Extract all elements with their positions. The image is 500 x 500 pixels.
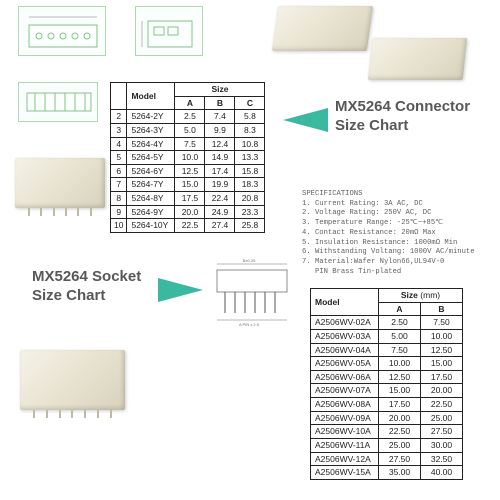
- table-row: 65264-6Y12.517.415.8: [111, 164, 265, 178]
- col-c: C: [235, 96, 265, 110]
- table-row: A2506WV-11A25.0030.00: [311, 438, 463, 452]
- col-b: B: [205, 96, 235, 110]
- table-row: 25264-2Y2.57.45.8: [111, 110, 265, 124]
- table-row: 85264-8Y17.522.420.8: [111, 192, 265, 206]
- table-row: 75264-7Y15.019.918.3: [111, 178, 265, 192]
- table-row: A2506WV-02A2.507.50: [311, 316, 463, 330]
- table-row: A2506WV-09A20.0025.00: [311, 411, 463, 425]
- table-row: A2506WV-06A12.5017.50: [311, 370, 463, 384]
- table-row: A2506WV-10A22.5027.50: [311, 425, 463, 439]
- table-row: A2506WV-15A35.0040.00: [311, 466, 463, 480]
- connector-photo-b: [368, 38, 467, 80]
- table-row: 95264-9Y20.024.923.3: [111, 205, 265, 219]
- title-line: Size Chart: [335, 117, 408, 134]
- col-size: Size: [175, 83, 265, 97]
- connector-chart-title: MX5264 Connector Size Chart: [335, 98, 470, 136]
- socket-size-table: Model Size (mm) A B A2506WV-02A2.507.50A…: [310, 288, 463, 480]
- svg-text:A PIN x 2.5: A PIN x 2.5: [239, 322, 260, 327]
- specifications-block: SPECIFICATIONS 1. Current Rating: 3A AC,…: [302, 190, 475, 277]
- socket-chart-title: MX5264 Socket Size Chart: [32, 268, 141, 306]
- connector-photo-a: [272, 6, 373, 51]
- col-b: B: [421, 302, 463, 316]
- table-row: 35264-3Y5.09.98.3: [111, 123, 265, 137]
- col-model: Model: [311, 289, 379, 316]
- arrow-left-icon: [283, 108, 328, 132]
- socket-drawing: B±0.25 A PIN x 2.5: [205, 258, 300, 328]
- table-row: A2506WV-12A27.5032.50: [311, 452, 463, 466]
- connector-drawing-front: [18, 82, 98, 122]
- title-line: MX5264 Socket: [32, 268, 141, 285]
- svg-text:B±0.25: B±0.25: [243, 258, 256, 263]
- col-a: A: [379, 302, 421, 316]
- title-line: MX5264 Connector: [335, 98, 470, 115]
- table-row: 105264-10Y22.527.425.8: [111, 219, 265, 233]
- table-row: A2506WV-03A5.0010.00: [311, 329, 463, 343]
- table-row: A2506WV-05A10.0015.00: [311, 357, 463, 371]
- connector-drawing-top: [18, 6, 106, 56]
- arrow-right-icon: [158, 278, 203, 302]
- socket-photo-a: [15, 158, 105, 208]
- table-row: 55264-5Y10.014.913.3: [111, 151, 265, 165]
- connector-size-table: Model Size A B C 25264-2Y2.57.45.835264-…: [110, 82, 265, 233]
- col-a: A: [175, 96, 205, 110]
- connector-drawing-side: [135, 6, 203, 56]
- col-size: Size (mm): [379, 289, 463, 303]
- socket-photo-b: [20, 350, 125, 410]
- table-row: A2506WV-07A15.0020.00: [311, 384, 463, 398]
- table-row: A2506WV-08A17.5022.50: [311, 398, 463, 412]
- table-row: 45264-4Y7.512.410.8: [111, 137, 265, 151]
- table-row: A2506WV-04A7.5012.50: [311, 343, 463, 357]
- col-model: Model: [127, 83, 175, 110]
- title-line: Size Chart: [32, 287, 105, 304]
